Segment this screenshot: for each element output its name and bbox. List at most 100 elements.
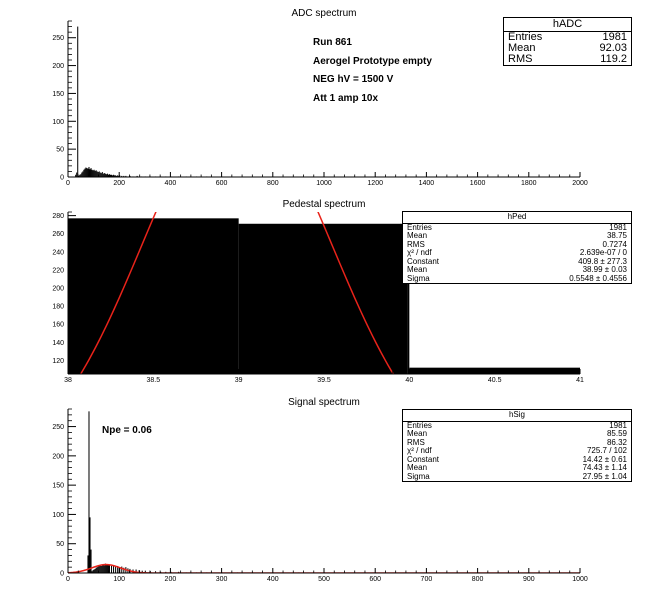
x-tick-label: 600 <box>216 180 228 187</box>
histogram-bar <box>68 218 239 374</box>
stats-box-title: hPed <box>403 212 631 224</box>
stats-label: RMS <box>407 437 425 447</box>
signal-plot-area: 0 100 200 300 400 500 600 700 800 900 1000 0 50 100 15… <box>52 408 588 583</box>
histogram-bar <box>101 171 103 177</box>
y-tick-label: 220 <box>52 267 64 274</box>
histogram-bar <box>93 169 95 177</box>
stats-row: Constant 409.8 ± 277.3 <box>403 256 631 267</box>
histogram-bar <box>117 565 119 573</box>
stats-label: χ² / ndf <box>407 446 432 455</box>
histogram-bar <box>90 168 92 177</box>
stats-value: 409.8 ± 277.3 <box>578 256 627 266</box>
x-tick-label: 1400 <box>419 180 435 187</box>
histogram-bar <box>96 567 98 573</box>
y-tick-label: 280 <box>52 213 64 220</box>
histogram-bar <box>105 564 107 573</box>
stats-value: 27.95 ± 1.04 <box>582 471 627 481</box>
x-tick-label: 1000 <box>316 180 332 187</box>
stats-row: Mean 92.03 <box>504 43 631 54</box>
histogram-bar <box>92 170 94 177</box>
stats-box-title: hADC <box>504 18 631 32</box>
x-tick-label: 800 <box>472 576 484 583</box>
histogram-bar <box>103 173 105 177</box>
histogram-bar <box>95 567 97 573</box>
stats-row: Sigma 27.95 ± 1.04 <box>403 471 631 482</box>
attenuation-note: Att 1 amp 10x <box>313 93 379 104</box>
histogram-bar <box>116 175 118 177</box>
stats-box-hadc: hADC Entries 1981 Mean 92.03 RMS 119.2 <box>503 17 632 66</box>
histogram-bar <box>92 570 94 573</box>
histogram-bar <box>117 175 119 177</box>
stats-row: Entries 1981 <box>403 421 631 431</box>
stats-label: Sigma <box>407 471 430 481</box>
histogram-bar <box>113 174 115 177</box>
stats-label: Entries <box>508 31 543 43</box>
stats-row: RMS 86.32 <box>403 437 631 448</box>
histogram-bar <box>90 549 92 573</box>
histogram-bar <box>83 169 85 177</box>
stats-value: 74.43 ± 1.14 <box>582 463 627 472</box>
stats-value: 38.99 ± 0.03 <box>582 265 627 274</box>
histogram-bar <box>78 175 80 177</box>
stats-box-hped: hPed Entries 1981 Mean 38.75 RMS 0.7274 χ² … <box>402 211 632 284</box>
y-tick-label: 200 <box>52 453 64 460</box>
y-tick-label: 200 <box>52 286 64 293</box>
y-tick-label: 180 <box>52 304 64 311</box>
stats-row: χ² / ndf 725.7 / 102 <box>403 446 631 456</box>
histogram-bar <box>106 564 108 573</box>
histogram-bar <box>119 175 121 177</box>
y-tick-label: 120 <box>52 358 64 365</box>
histogram-bar <box>76 172 78 177</box>
pedestal-plot-area: 38 38.5 39 39.5 40 40.5 41 120 140 160 180 200 220 24… <box>52 211 584 384</box>
stats-label: Mean <box>508 42 536 54</box>
x-tick-label: 1200 <box>367 180 383 187</box>
histogram-bar <box>103 565 105 573</box>
histogram-bar <box>87 555 89 573</box>
stats-row: Mean 74.43 ± 1.14 <box>403 463 631 473</box>
histogram-bar <box>97 171 99 177</box>
histogram-bar <box>96 171 98 177</box>
stats-value: 1981 <box>602 31 627 43</box>
histogram-bar <box>104 563 106 573</box>
histogram-bar <box>111 174 113 177</box>
stats-row: Constant 14.42 ± 0.61 <box>403 454 631 465</box>
x-tick-label: 38.5 <box>147 377 161 384</box>
x-tick-label: 100 <box>113 576 125 583</box>
histogram-bar <box>99 565 101 573</box>
histogram-bar <box>81 172 83 177</box>
histogram-bar <box>88 166 90 177</box>
x-tick-label: 800 <box>267 180 279 187</box>
histogram-bar <box>94 170 96 177</box>
histogram-bar <box>238 223 408 374</box>
y-tick-label: 150 <box>52 483 64 490</box>
histogram-bar <box>119 567 121 573</box>
stats-label: Constant <box>407 256 440 266</box>
histogram-bar <box>87 168 89 177</box>
histogram-bar <box>141 570 143 573</box>
x-tick-label: 0 <box>66 576 70 583</box>
y-tick-label: 200 <box>52 63 64 70</box>
histogram-bar <box>108 564 110 573</box>
stats-label: Sigma <box>407 273 430 283</box>
histogram-bar <box>75 174 77 177</box>
histogram-bar <box>100 173 102 177</box>
histogram-bar <box>109 174 112 177</box>
y-tick-label: 100 <box>52 119 64 126</box>
x-tick-label: 39.5 <box>317 377 331 384</box>
histogram-bar <box>138 570 140 573</box>
stats-label: RMS <box>508 53 533 65</box>
x-tick-label: 300 <box>216 576 228 583</box>
stats-value: 2.639e-07 / 0 <box>579 248 627 257</box>
signal-spectrum-title: Signal spectrum <box>288 397 360 408</box>
x-tick-label: 400 <box>267 576 279 583</box>
stats-value: 14.42 ± 0.61 <box>582 454 627 464</box>
stats-label: χ² / ndf <box>407 248 432 257</box>
histogram-bar <box>89 517 91 573</box>
histogram-bar <box>115 175 117 177</box>
adc-spectrum-title: ADC spectrum <box>291 8 356 19</box>
histogram-bar <box>100 565 102 573</box>
histogram-bar <box>115 566 117 573</box>
histogram-bar <box>80 174 82 177</box>
histogram-bar <box>89 169 91 177</box>
stats-value: 725.7 / 102 <box>586 446 627 455</box>
